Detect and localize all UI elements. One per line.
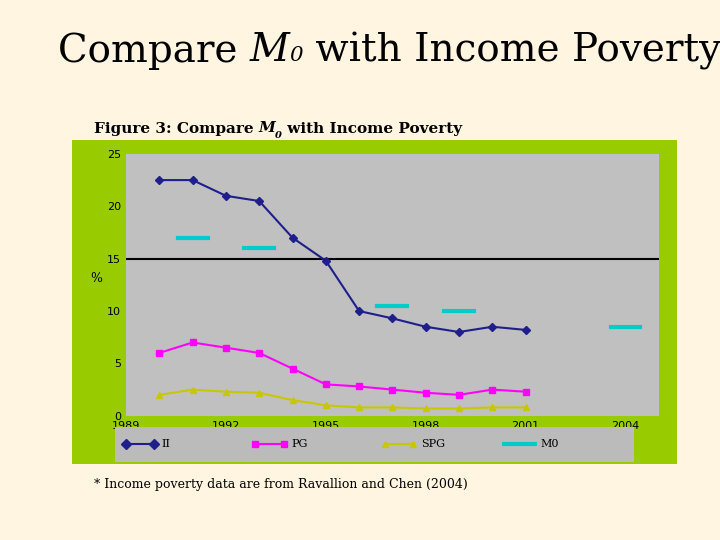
Y-axis label: %: %: [90, 272, 102, 285]
Text: SPG: SPG: [421, 439, 445, 449]
Text: II: II: [162, 439, 171, 449]
Text: PG: PG: [292, 439, 308, 449]
Text: M: M: [249, 32, 289, 70]
X-axis label: Year: Year: [379, 436, 406, 449]
Text: with Income Poverty: with Income Poverty: [303, 32, 720, 70]
Text: Figure 3: Compare: Figure 3: Compare: [94, 122, 258, 136]
Text: * Income poverty data are from Ravallion and Chen (2004): * Income poverty data are from Ravallion…: [94, 478, 467, 491]
Text: 0: 0: [275, 131, 282, 140]
Text: 0: 0: [289, 46, 303, 65]
Text: Compare: Compare: [58, 32, 249, 70]
Text: M0: M0: [540, 439, 559, 449]
Text: M: M: [258, 122, 275, 136]
Text: with Income Poverty: with Income Poverty: [282, 122, 462, 136]
